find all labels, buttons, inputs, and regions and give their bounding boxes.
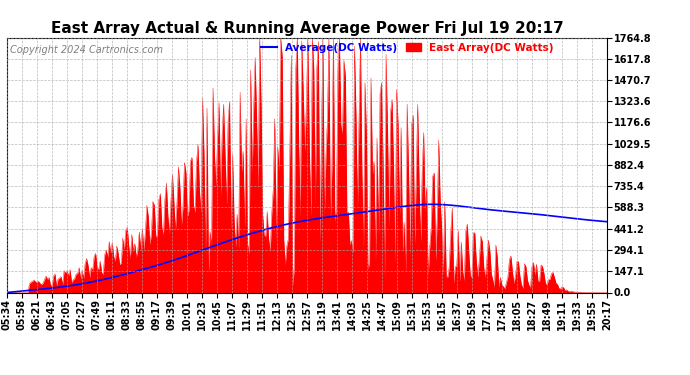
Text: Copyright 2024 Cartronics.com: Copyright 2024 Cartronics.com: [10, 45, 163, 55]
Legend: Average(DC Watts), East Array(DC Watts): Average(DC Watts), East Array(DC Watts): [261, 43, 554, 53]
Title: East Array Actual & Running Average Power Fri Jul 19 20:17: East Array Actual & Running Average Powe…: [50, 21, 564, 36]
